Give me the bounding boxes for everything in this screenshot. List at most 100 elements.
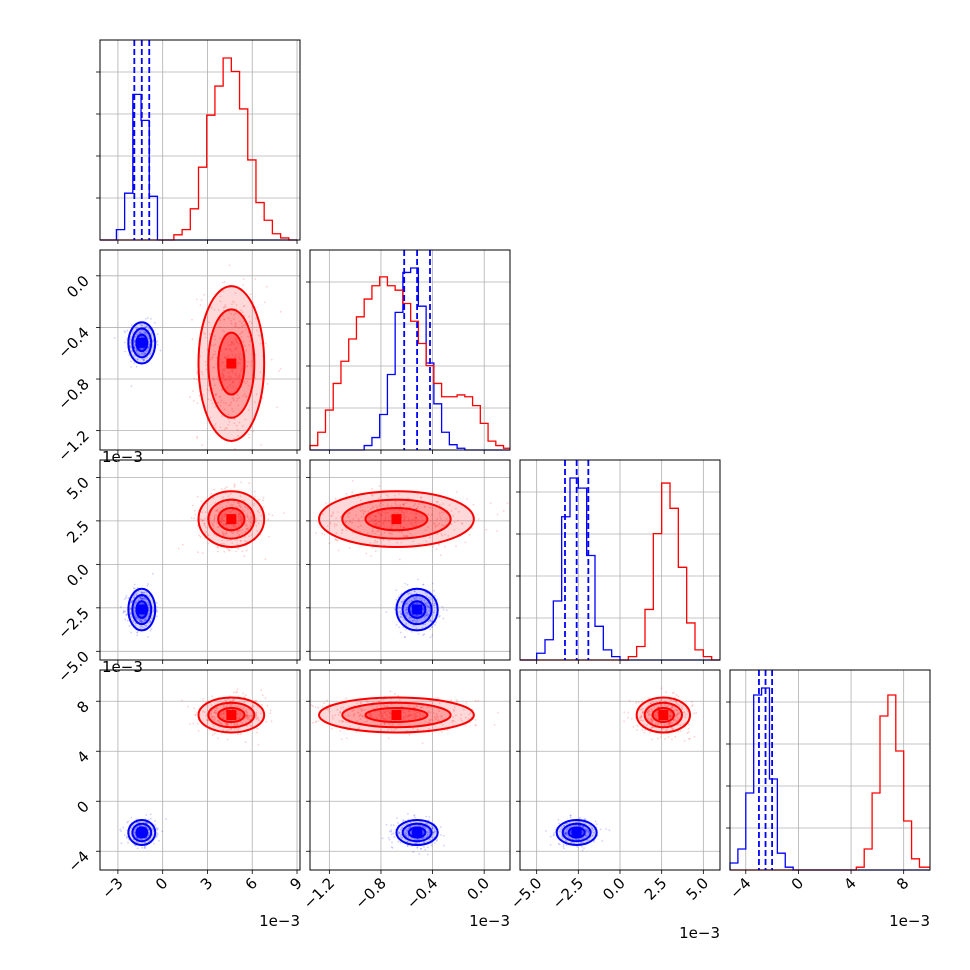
- sample-point: [599, 828, 602, 831]
- sample-point: [140, 615, 142, 617]
- sample-point: [177, 547, 180, 550]
- sample-point: [426, 853, 429, 856]
- sample-point: [581, 845, 583, 848]
- sample-point: [423, 846, 425, 848]
- density-peak-blue: [136, 337, 147, 348]
- sample-point: [225, 378, 228, 381]
- sample-point: [130, 615, 133, 618]
- sample-point: [675, 693, 678, 696]
- sample-point: [219, 300, 222, 303]
- sample-point: [242, 278, 245, 280]
- sample-point: [144, 847, 147, 849]
- sample-point: [147, 606, 150, 609]
- sample-point: [237, 327, 240, 329]
- sample-point: [558, 843, 561, 846]
- sample-point: [142, 597, 145, 600]
- sample-point: [252, 301, 255, 304]
- sample-point: [235, 400, 238, 402]
- sample-point: [240, 733, 242, 735]
- sample-point: [144, 330, 147, 333]
- sample-point: [331, 727, 333, 730]
- sample-point: [220, 488, 223, 490]
- sample-point: [236, 397, 239, 400]
- sample-point: [351, 491, 354, 494]
- sample-point: [130, 324, 133, 326]
- y-tick-label: −4: [64, 847, 92, 875]
- sample-point: [142, 359, 145, 362]
- sample-point: [228, 264, 231, 267]
- sample-point: [240, 331, 243, 334]
- sample-point: [231, 300, 234, 303]
- sample-point: [328, 542, 331, 544]
- sample-point: [134, 616, 137, 619]
- sample-point: [151, 344, 154, 347]
- sample-point: [151, 607, 154, 610]
- sample-point: [223, 356, 226, 358]
- sample-point: [674, 735, 677, 738]
- sample-point: [242, 284, 244, 286]
- histogram-red: [730, 694, 930, 871]
- sample-point: [323, 702, 325, 704]
- sample-point: [136, 358, 139, 360]
- sample-point: [417, 578, 419, 581]
- sample-point: [210, 306, 213, 309]
- sample-point: [143, 326, 146, 329]
- sample-point: [417, 633, 420, 635]
- x-tick-label: 0.0: [599, 874, 629, 904]
- sample-point: [231, 381, 234, 384]
- sample-point: [143, 618, 146, 620]
- sample-point: [225, 388, 228, 391]
- sample-point: [264, 697, 267, 699]
- sample-point: [138, 618, 140, 621]
- sample-point: [140, 597, 143, 600]
- sample-point: [549, 844, 552, 846]
- density-peak-red: [658, 710, 669, 720]
- sample-point: [259, 371, 262, 374]
- sample-point: [234, 348, 237, 351]
- sample-point: [438, 544, 440, 546]
- x-tick-label: 0: [152, 874, 171, 893]
- sample-point: [133, 607, 136, 610]
- sample-point: [238, 397, 241, 399]
- y-tick-label: −0.4: [54, 324, 92, 362]
- sample-point: [204, 333, 207, 335]
- sample-point: [649, 731, 651, 734]
- sample-point: [627, 716, 629, 719]
- sample-point: [506, 502, 509, 504]
- histogram-red: [100, 57, 298, 241]
- sample-point: [686, 732, 689, 734]
- sample-point: [233, 486, 236, 488]
- sample-point: [136, 847, 139, 850]
- sample-point: [230, 343, 233, 346]
- sample-point: [439, 554, 442, 557]
- sample-point: [237, 733, 240, 736]
- sample-point: [404, 582, 407, 585]
- sample-point: [231, 368, 233, 371]
- sample-point: [221, 372, 224, 374]
- sample-point: [248, 482, 251, 485]
- sample-point: [232, 343, 235, 346]
- density-peak-red: [226, 710, 237, 720]
- sample-point: [241, 550, 244, 553]
- sample-point: [437, 697, 439, 700]
- sample-point: [202, 373, 204, 376]
- sample-point: [247, 384, 250, 387]
- sample-point: [226, 738, 229, 741]
- sample-point: [671, 692, 674, 694]
- sample-point: [133, 346, 136, 349]
- sample-point: [601, 840, 604, 842]
- sample-point: [213, 366, 215, 369]
- sample-point: [221, 381, 224, 383]
- sample-point: [141, 603, 144, 605]
- panel-frame: [729, 669, 931, 871]
- sample-point: [237, 547, 239, 550]
- sample-point: [150, 817, 152, 820]
- sample-point: [146, 317, 149, 319]
- sample-point: [456, 699, 458, 701]
- sample-point: [229, 348, 232, 351]
- sample-point: [398, 626, 400, 629]
- sample-point: [223, 408, 226, 411]
- sample-point: [563, 847, 565, 850]
- sample-point: [397, 822, 399, 824]
- sample-point: [146, 584, 149, 587]
